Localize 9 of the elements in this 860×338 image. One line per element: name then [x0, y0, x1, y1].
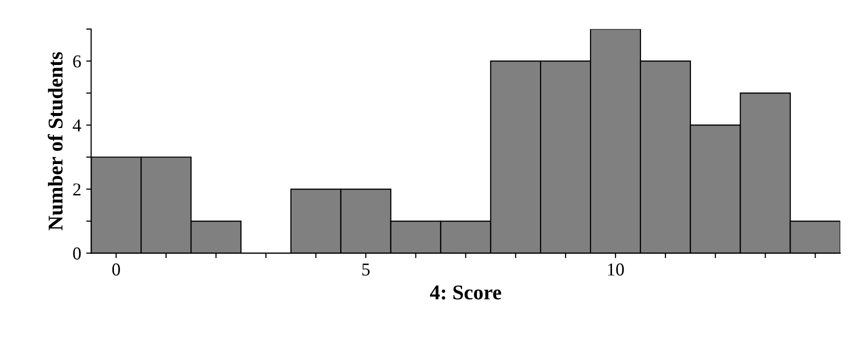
y-tick-label: 0 [73, 247, 81, 260]
y-axis-title: Number of Students [48, 52, 63, 230]
x-tick-label: 0 [112, 263, 120, 276]
y-tick-label: 2 [73, 183, 80, 196]
x-tick-label: 5 [362, 264, 370, 276]
y-tick-label: 4 [72, 119, 82, 132]
y-tick-label: 6 [73, 55, 81, 68]
x-tick-label: 10 [608, 263, 624, 276]
x-axis-title: 4: Score [430, 285, 502, 300]
